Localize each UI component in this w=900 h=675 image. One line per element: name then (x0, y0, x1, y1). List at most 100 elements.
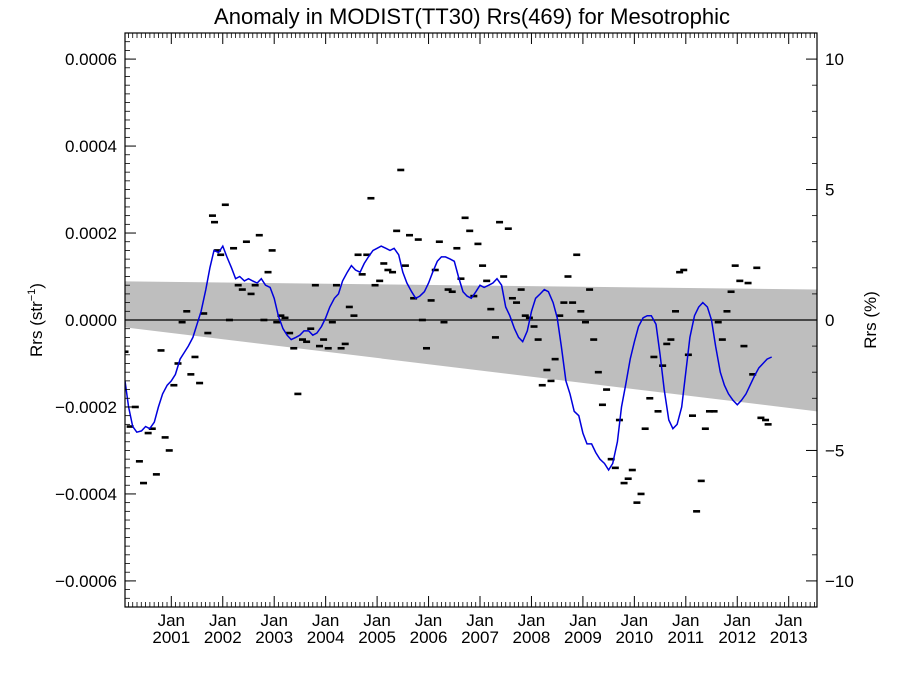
data-point (521, 314, 529, 317)
x-tick-year-label: 2001 (152, 628, 190, 647)
x-tick-month-label: Jan (415, 611, 442, 630)
data-point (380, 262, 388, 265)
data-point (435, 240, 443, 244)
y-left-tick-label: 0.0004 (65, 137, 117, 156)
data-point (290, 346, 298, 350)
data-point (598, 403, 606, 407)
data-point (718, 338, 726, 341)
data-point (422, 346, 430, 350)
data-point (294, 392, 302, 396)
data-point (736, 279, 744, 283)
data-point (406, 233, 414, 237)
data-point (573, 253, 581, 257)
data-point (165, 449, 173, 452)
data-point (487, 307, 495, 311)
data-point (324, 346, 332, 350)
data-point (170, 383, 178, 387)
data-point (337, 346, 345, 350)
data-point (286, 331, 294, 335)
x-tick-year-label: 2008 (513, 628, 551, 647)
data-point (466, 229, 474, 233)
data-point (646, 396, 654, 400)
data-point (140, 481, 148, 485)
data-point (214, 249, 222, 252)
data-point (152, 473, 160, 476)
data-point (225, 318, 233, 322)
data-point (530, 325, 538, 328)
data-point (461, 216, 469, 220)
data-point (693, 510, 701, 513)
data-point (230, 246, 238, 250)
x-tick-year-label: 2002 (204, 628, 242, 647)
data-point (191, 355, 199, 359)
y-right-tick-label: −10 (825, 572, 854, 591)
data-point (564, 275, 572, 278)
data-point (311, 283, 319, 287)
data-point (680, 268, 688, 272)
data-point (538, 383, 546, 387)
y-right-tick-label: 5 (825, 181, 834, 200)
data-point (633, 501, 641, 504)
data-point (762, 418, 770, 422)
data-point (350, 314, 358, 317)
y-left-tick-label: −0.0004 (55, 485, 117, 504)
data-point (303, 340, 311, 344)
x-tick-year-label: 2009 (564, 628, 602, 647)
data-point (144, 431, 152, 435)
data-point (723, 310, 731, 313)
data-point (714, 320, 722, 324)
x-tick-year-label: 2010 (615, 628, 653, 647)
data-point (654, 410, 662, 413)
data-point (341, 342, 349, 346)
data-point (491, 336, 499, 339)
data-point (410, 296, 418, 300)
y-right-tick-label: 0 (825, 311, 834, 330)
data-point (332, 283, 340, 287)
data-point (701, 427, 709, 431)
data-point (277, 314, 285, 317)
data-point (676, 270, 684, 274)
data-point (650, 355, 658, 359)
data-point (238, 288, 246, 291)
data-point (260, 318, 268, 322)
x-tick-year-label: 2007 (461, 628, 499, 647)
y-axis-left-label-sup: −1 (26, 289, 38, 302)
data-point (757, 416, 765, 420)
x-tick-year-label: 2005 (358, 628, 396, 647)
data-point (513, 301, 521, 304)
data-point (453, 246, 461, 250)
data-point (534, 338, 542, 341)
data-point (204, 331, 212, 335)
data-point (731, 264, 739, 267)
data-point (628, 468, 636, 472)
data-point (389, 270, 397, 274)
data-point (569, 301, 577, 304)
data-point (637, 492, 645, 496)
x-tick-month-label: Jan (312, 611, 339, 630)
data-point (328, 320, 336, 324)
data-point (376, 279, 384, 283)
x-tick-year-label: 2012 (718, 628, 756, 647)
data-point (740, 344, 748, 348)
data-point (749, 373, 757, 376)
data-point (401, 264, 409, 267)
data-point (397, 168, 405, 172)
data-point (500, 275, 508, 278)
data-point (624, 477, 632, 481)
data-point (504, 227, 512, 230)
data-point (414, 238, 422, 241)
data-point (710, 410, 718, 413)
data-point (418, 318, 426, 322)
data-point (126, 425, 134, 428)
data-point (363, 253, 371, 257)
data-point (590, 338, 598, 341)
data-point (753, 266, 761, 270)
data-point (547, 379, 555, 383)
x-tick-year-label: 2006 (410, 628, 448, 647)
data-point (517, 288, 525, 291)
data-point (594, 370, 602, 374)
data-point (264, 270, 272, 274)
y-axis-left-label: Rrs (str−1) (26, 283, 46, 357)
data-point (255, 233, 263, 237)
data-point (470, 294, 478, 298)
